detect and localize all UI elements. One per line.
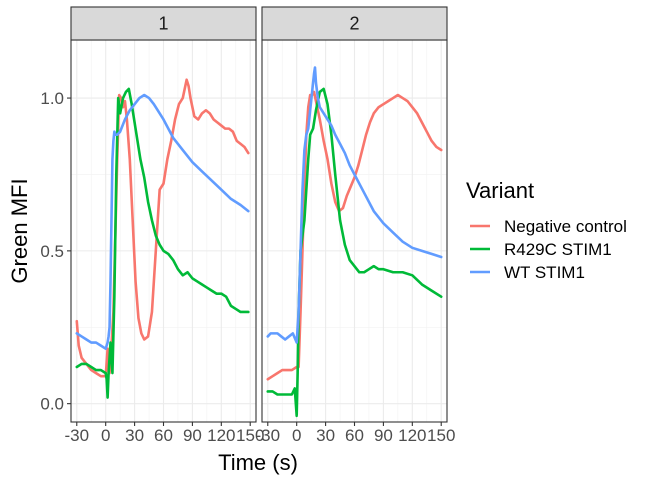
legend-label: WT STIM1 [504, 263, 585, 282]
y-tick-label: 0.0 [40, 395, 64, 414]
y-axis-title: Green MFI [7, 178, 32, 283]
x-tick-label: 150 [236, 426, 264, 445]
series-line-r429c-stim1 [75, 87, 250, 399]
legend-entries: Negative control R429C STIM1 WT STIM1 [470, 217, 627, 282]
facet-strip-label: 2 [349, 14, 359, 34]
x-tick-label: 60 [345, 426, 364, 445]
x-tick-label: 120 [398, 426, 426, 445]
facet-panel-2: 2 -30 0 30 60 90 120 150 [255, 6, 455, 445]
x-tick-label: 150 [427, 426, 455, 445]
series-line-wt-stim1 [75, 93, 250, 350]
x-tick-label: 90 [183, 426, 202, 445]
y-tick-label: 0.5 [40, 242, 64, 261]
facet-strip [261, 6, 448, 41]
series-line-wt-stim1 [266, 66, 443, 344]
legend-label: R429C STIM1 [504, 240, 612, 259]
facet-strip-label: 1 [158, 14, 168, 34]
y-tick-label: 1.0 [40, 89, 64, 108]
x-axis-title: Time (s) [218, 450, 298, 475]
x-tick-label: 0 [292, 426, 301, 445]
facet-panel-1: 1 -30 0 30 60 90 120 150 0.0 0.5 1.0 [40, 6, 264, 445]
facet-strip [70, 6, 257, 41]
legend-label: Negative control [504, 217, 627, 236]
legend: Variant Negative control R429C STIM1 WT ST… [466, 178, 627, 282]
x-tick-label: 90 [374, 426, 393, 445]
x-tick-label: -30 [255, 426, 280, 445]
series-line-negative-control [266, 90, 443, 381]
x-tick-label: -30 [64, 426, 89, 445]
x-tick-label: 60 [154, 426, 173, 445]
x-tick-label: 0 [101, 426, 110, 445]
series-line-r429c-stim1 [266, 87, 443, 418]
x-tick-label: 120 [207, 426, 235, 445]
legend-title: Variant [466, 178, 534, 203]
x-tick-label: 30 [125, 426, 144, 445]
x-tick-label: 30 [316, 426, 335, 445]
